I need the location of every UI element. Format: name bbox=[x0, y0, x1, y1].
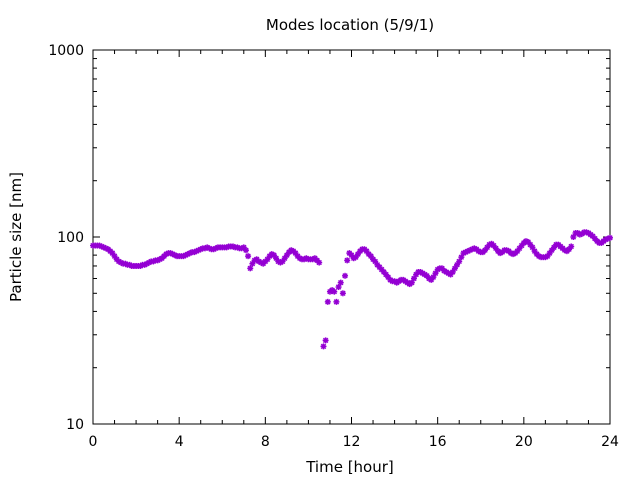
data-point bbox=[324, 298, 331, 305]
data-point bbox=[607, 234, 613, 241]
x-tick-label: 4 bbox=[175, 434, 184, 450]
plot-frame bbox=[92, 49, 611, 425]
data-point bbox=[337, 279, 344, 286]
data-points bbox=[90, 229, 613, 350]
data-point bbox=[342, 272, 349, 279]
x-axis: 0 4 8 12 16 20 24 bbox=[89, 50, 619, 450]
x-tick-label: 20 bbox=[515, 434, 533, 450]
data-point bbox=[322, 337, 329, 344]
y-tick-label: 10 bbox=[66, 417, 84, 433]
y-tick-label: 1000 bbox=[48, 43, 84, 59]
data-point bbox=[333, 298, 340, 305]
data-point bbox=[339, 290, 346, 297]
x-axis-label: Time [hour] bbox=[305, 458, 394, 476]
data-point bbox=[245, 253, 252, 260]
data-point bbox=[331, 288, 338, 295]
data-point bbox=[316, 259, 323, 266]
y-tick-label: 100 bbox=[57, 230, 84, 246]
x-tick-label: 24 bbox=[601, 434, 619, 450]
data-point bbox=[320, 343, 327, 350]
data-point bbox=[242, 247, 249, 254]
data-point bbox=[566, 246, 573, 253]
data-point bbox=[568, 243, 575, 250]
data-point bbox=[344, 257, 351, 264]
x-tick-label: 8 bbox=[261, 434, 270, 450]
data-point bbox=[335, 284, 342, 291]
data-point bbox=[247, 265, 254, 272]
y-axis: 10 100 1000 bbox=[48, 43, 610, 433]
x-tick-label: 0 bbox=[89, 434, 98, 450]
y-axis-label: Particle size [nm] bbox=[7, 172, 25, 302]
x-tick-label: 12 bbox=[343, 434, 361, 450]
data-point bbox=[367, 253, 374, 260]
chart-title: Modes location (5/9/1) bbox=[266, 16, 434, 34]
data-point bbox=[456, 258, 463, 265]
x-tick-label: 16 bbox=[429, 434, 447, 450]
